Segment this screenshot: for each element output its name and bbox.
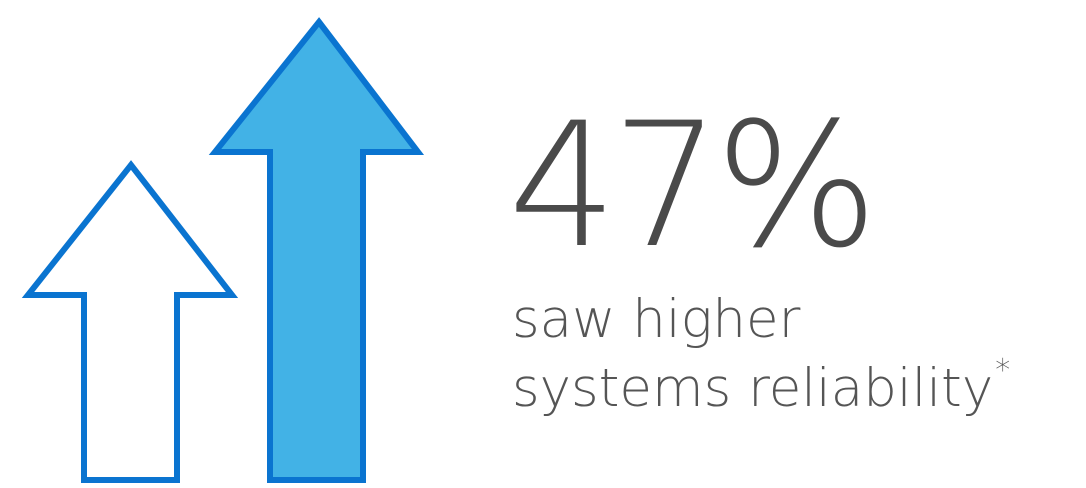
small-up-arrow-icon bbox=[21, 160, 239, 483]
caption-line-1: saw higher bbox=[512, 289, 801, 350]
stat-caption: saw higher systems reliability* bbox=[512, 288, 1078, 421]
large-up-arrow-icon bbox=[208, 17, 425, 483]
footnote-mark: * bbox=[995, 352, 1011, 388]
caption-line-2-text: systems reliability bbox=[512, 357, 994, 419]
stat-value: 47% bbox=[508, 85, 878, 286]
arrows-graphic bbox=[21, 17, 425, 483]
caption-line-2: systems reliability* bbox=[512, 353, 1078, 422]
stat-block: 47% saw higher systems reliability* bbox=[508, 100, 1078, 421]
